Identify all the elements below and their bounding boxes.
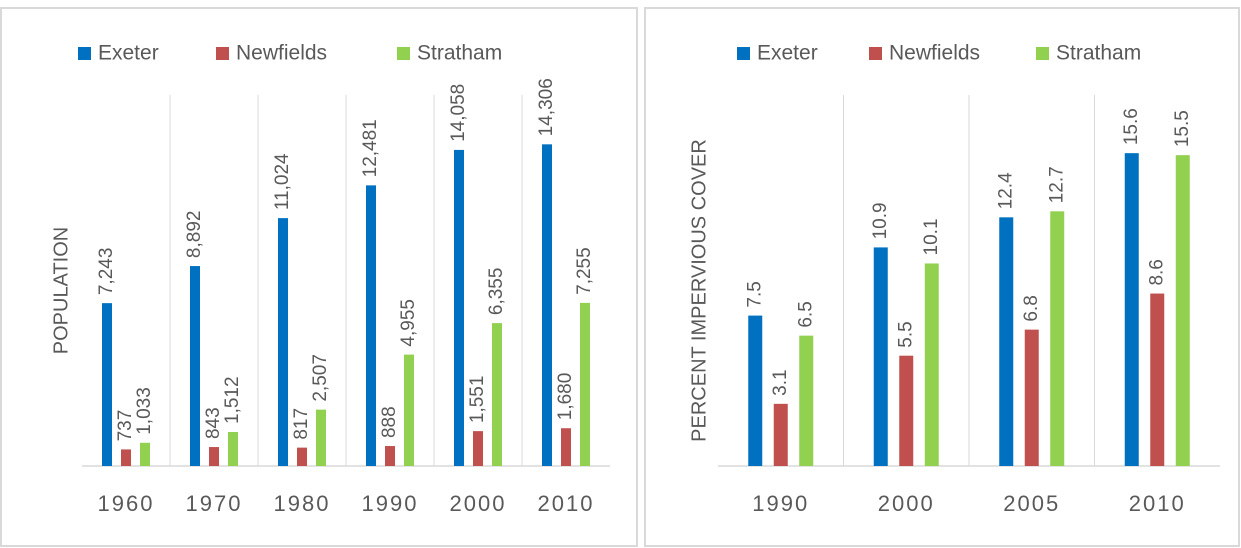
data-label: 5.5	[895, 321, 916, 347]
legend-label: Stratham	[417, 42, 502, 65]
bar	[278, 218, 288, 466]
data-label: 737	[115, 410, 136, 442]
data-label: 15.5	[1172, 110, 1193, 147]
data-label: 12,481	[360, 119, 381, 177]
data-label: 1,033	[134, 387, 155, 435]
panel-border	[0, 7, 638, 547]
x-tick-label: 2005	[1003, 491, 1060, 516]
data-label: 15.6	[1121, 108, 1142, 145]
data-label: 6,355	[486, 268, 507, 316]
bar	[297, 447, 307, 466]
data-label: 888	[379, 406, 400, 438]
bar	[799, 335, 814, 466]
bar	[899, 355, 914, 466]
bar	[1024, 329, 1039, 466]
x-tick-label: 1980	[274, 491, 331, 516]
y-axis-label: PERCENT IMPERVIOUS COVER	[688, 139, 710, 442]
data-label: 3.1	[770, 369, 791, 395]
legend-swatch	[216, 47, 229, 60]
bar	[209, 447, 219, 466]
data-label: 4,955	[398, 299, 419, 347]
x-tick-label: 2000	[878, 491, 935, 516]
data-label: 7,255	[574, 247, 595, 295]
data-label: 10.1	[921, 218, 942, 255]
data-label: 1,680	[555, 373, 576, 421]
bar	[121, 449, 131, 466]
legend-swatch	[397, 47, 410, 60]
bar	[454, 149, 464, 466]
bar	[1175, 155, 1190, 466]
bar	[561, 428, 571, 466]
legend-swatch	[869, 47, 882, 60]
legend-label: Exeter	[757, 42, 818, 65]
bar	[190, 266, 200, 466]
x-tick-label: 1990	[752, 491, 809, 516]
bar	[404, 354, 414, 466]
bar	[748, 315, 763, 466]
x-tick-label: 1960	[98, 491, 155, 516]
panel-border	[644, 7, 1240, 547]
bar	[580, 302, 590, 466]
data-label: 6.5	[795, 301, 816, 327]
data-label: 8.6	[1146, 259, 1167, 285]
bar	[999, 217, 1014, 466]
data-label: 7,243	[96, 248, 117, 296]
bar	[385, 446, 395, 466]
legend-label: Exeter	[98, 42, 159, 65]
bar	[316, 409, 326, 466]
bar	[1050, 211, 1065, 466]
data-label: 10.9	[870, 202, 891, 239]
legend-swatch	[737, 47, 750, 60]
bar	[873, 247, 888, 466]
bar	[366, 185, 376, 466]
data-label: 6.8	[1021, 295, 1042, 321]
data-label: 817	[291, 408, 312, 440]
data-label: 14,058	[448, 84, 469, 142]
bar	[542, 144, 552, 466]
x-tick-label: 1990	[362, 491, 419, 516]
legend-swatch	[1036, 47, 1049, 60]
bar	[773, 403, 788, 466]
bar	[924, 263, 939, 466]
bar	[473, 431, 483, 466]
data-label: 2,507	[310, 354, 331, 402]
legend-swatch	[78, 47, 91, 60]
data-label: 11,024	[272, 153, 293, 210]
legend-label: Newfields	[889, 42, 980, 65]
y-axis-label: POPULATION	[50, 227, 72, 354]
data-label: 12.7	[1046, 166, 1067, 203]
data-label: 7.5	[744, 281, 765, 307]
bar	[492, 323, 502, 466]
bar	[102, 303, 112, 466]
bar	[1124, 153, 1139, 467]
data-label: 12.4	[995, 172, 1016, 209]
bar	[140, 442, 150, 466]
data-label: 14,306	[536, 78, 557, 136]
data-label: 8,892	[184, 211, 205, 259]
bar	[1150, 293, 1165, 466]
x-tick-label: 2000	[450, 491, 507, 516]
legend-label: Stratham	[1056, 42, 1141, 65]
bar	[228, 432, 238, 466]
x-tick-label: 2010	[538, 491, 595, 516]
x-tick-label: 1970	[186, 491, 243, 516]
data-label: 1,551	[467, 376, 488, 424]
data-label: 843	[203, 407, 224, 439]
data-label: 1,512	[222, 376, 243, 424]
legend-label: Newfields	[236, 42, 327, 65]
x-tick-label: 2010	[1129, 491, 1186, 516]
